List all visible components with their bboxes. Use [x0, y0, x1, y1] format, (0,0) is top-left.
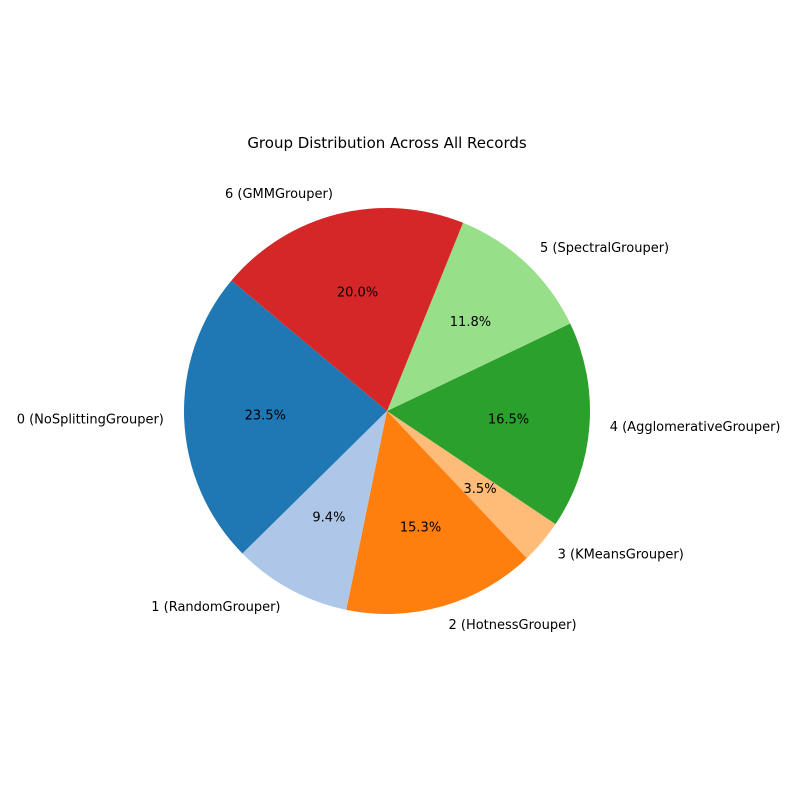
pie-slice-category-label: 3 (KMeansGrouper)	[558, 548, 684, 563]
pie-slice-6	[231, 208, 464, 411]
pie-labels: 23.5% 0 (NoSplittingGrouper) 9.4% 1 (Random…	[17, 187, 781, 633]
pie-slice-category-label: 0 (NoSplittingGrouper)	[17, 412, 164, 427]
pie-slice-1	[242, 411, 387, 610]
pie-slice-percent-label: 3.5%	[464, 482, 497, 497]
pie-slice-percent-label: 15.3%	[400, 521, 441, 536]
pie-slice-percent-label: 16.5%	[488, 412, 529, 427]
pie-slice-category-label: 5 (SpectralGrouper)	[540, 241, 669, 256]
pie-slices	[183, 208, 590, 614]
pie-slice-category-label: 6 (GMMGrouper)	[225, 187, 333, 202]
pie-slice-percent-label: 9.4%	[312, 511, 345, 526]
chart-title: Group Distribution Across All Records	[247, 134, 527, 152]
pie-slice-percent-label: 20.0%	[337, 285, 378, 300]
pie-slice-category-label: 1 (RandomGrouper)	[151, 600, 280, 615]
pie-slice-3	[387, 411, 556, 559]
pie-slice-percent-label: 23.5%	[245, 408, 286, 423]
pie-slice-4	[387, 323, 590, 525]
pie-slice-category-label: 4 (AgglomerativeGrouper)	[610, 420, 781, 435]
pie-slice-0	[183, 280, 387, 554]
pie-slice-2	[346, 411, 527, 614]
pie-slice-percent-label: 11.8%	[450, 315, 491, 330]
pie-slice-category-label: 2 (HotnessGrouper)	[448, 618, 576, 633]
pie-slice-5	[387, 222, 571, 411]
